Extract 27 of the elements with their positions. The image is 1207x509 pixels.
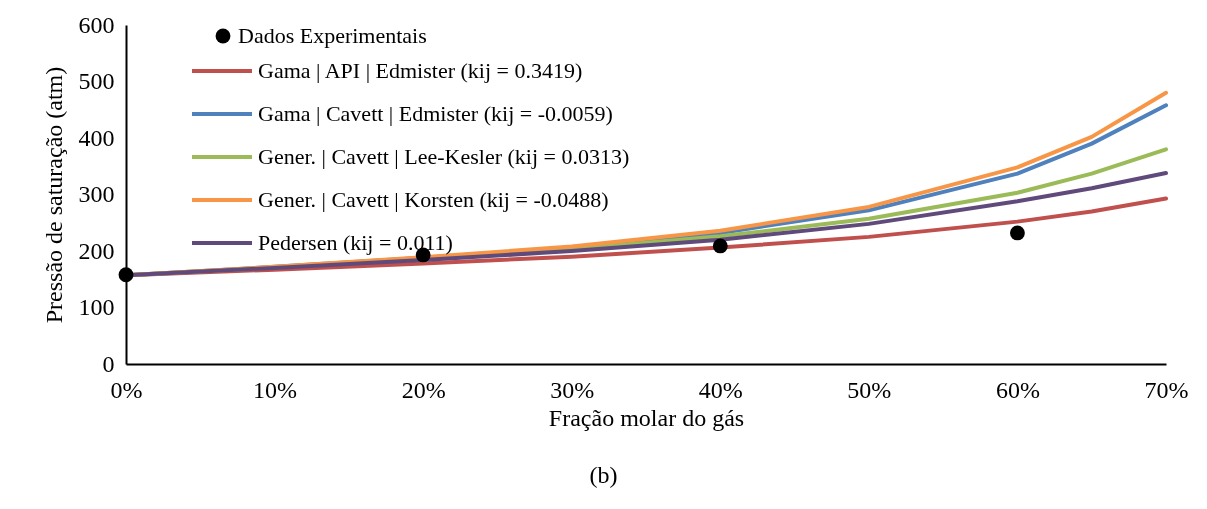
legend-label: Gener. | Cavett | Korsten (kij = -0.0488) — [258, 187, 609, 212]
y-tick-label: 600 — [78, 11, 115, 38]
legend-label: Gener. | Cavett | Lee-Kesler (kij = 0.0313) — [258, 144, 630, 169]
y-tick-label: 0 — [102, 350, 115, 377]
x-tick-label: 0% — [110, 376, 143, 403]
y-tick-label: 300 — [78, 181, 115, 207]
point — [1010, 225, 1025, 241]
legend-label: Gama | Cavett | Edmister (kij = -0.0059) — [258, 101, 613, 126]
y-axis-title: Pressão de saturação (atm) — [40, 66, 67, 324]
x-tick-label: 20% — [401, 376, 446, 403]
x-tick-label: 50% — [847, 376, 892, 403]
x-tick-label: 70% — [1144, 376, 1189, 403]
x-axis-title: Fração molar do gás — [548, 404, 745, 431]
y-tick-label: 200 — [78, 237, 115, 264]
point — [118, 267, 134, 283]
legend-label: Gama | API | Edmister (kij = 0.3419) — [258, 58, 583, 83]
x-tick-label: 30% — [550, 376, 595, 403]
y-tick-label: 100 — [78, 294, 115, 320]
legend-label: Dados Experimentais — [238, 23, 427, 48]
x-tick-label: 60% — [995, 376, 1040, 403]
point — [712, 238, 728, 254]
y-tick-label: 500 — [78, 68, 115, 94]
legend-label: Pedersen (kij = 0.011) — [258, 230, 453, 255]
x-tick-label: 40% — [698, 376, 743, 403]
y-tick-label: 400 — [78, 124, 115, 151]
text: (b) — [588, 462, 619, 489]
x-tick-label: 10% — [253, 376, 298, 403]
